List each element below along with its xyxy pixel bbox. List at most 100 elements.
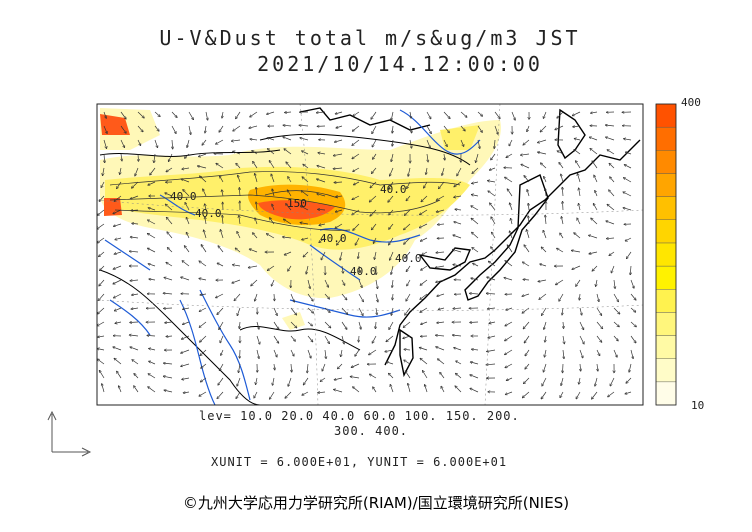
wind-arrow [560,391,564,398]
colorbar-cell [655,358,677,383]
wind-arrow [285,391,292,398]
wind-arrow [425,385,428,393]
levels-line-1: lev= 10.0 20.0 40.0 60.0 100. 150. 200. [199,409,520,423]
wind-arrow [409,139,412,148]
wind-arrow [166,217,173,225]
contour-label: 40.0 [320,232,347,245]
wind-arrow [454,181,462,187]
copyright-credit: ©九州大学応用力学研究所(RIAM)/国立環境研究所(NIES) [182,494,570,512]
wind-arrow [249,125,258,128]
wind-arrow [117,181,122,189]
rivers [104,109,481,405]
wind-arrow [524,245,530,253]
wind-arrow [182,378,190,380]
colorbar-cell [655,196,677,220]
wind-arrow [186,217,190,225]
wind-arrow [97,237,105,243]
wind-arrow [135,167,139,176]
colorbar-cell [655,126,677,151]
wind-arrow [163,308,173,309]
wind-arrow [150,167,156,175]
wind-arrow [182,168,190,169]
wind-arrow [579,377,580,384]
wind-arrow [436,347,445,351]
wind-arrow [613,321,619,327]
wind-arrow [406,265,411,272]
wind-arrow [523,279,530,280]
wind-arrow [392,125,393,133]
wind-arrow [472,232,479,239]
map-frame [96,103,644,406]
wind-arrow [273,335,279,343]
wind-arrow [372,125,377,134]
wind-arrow [103,139,107,149]
wind-arrow [443,125,449,133]
wind-arrow [358,251,359,259]
wind-arrow [509,139,513,146]
wind-arrow [435,265,445,268]
wind-arrow [421,321,428,324]
wind-arrow [132,223,139,224]
wind-arrow [596,279,597,287]
colorbar-cell [655,335,677,359]
wind-arrow [239,216,240,225]
wind-arrow [470,388,479,393]
wind-arrow [113,223,122,226]
wind-arrow [388,373,394,379]
wind-arrow [233,125,241,131]
wind-arrow [424,181,428,188]
wind-arrow [523,377,530,384]
wind-arrow [524,176,530,183]
wind-arrow [148,264,156,267]
wind-arrow [284,251,292,255]
wind-arrow [129,251,139,252]
wind-arrow [392,293,393,300]
wind-arrow [606,238,615,239]
colorbar-cell [655,312,677,336]
wind-arrow [527,190,530,197]
wind-arrow [420,307,428,312]
wind-arrow [578,203,581,211]
wind-arrow [201,363,207,368]
wind-arrow [239,188,240,197]
wind-arrow [99,195,105,202]
levels-line-2: 300. 400. [334,424,409,438]
wind-arrow [283,125,292,126]
colorbar-cell [655,242,677,267]
wind-arrow [358,321,361,329]
wind-arrow [613,335,618,341]
wind-arrow [337,363,343,369]
wind-arrow [625,391,632,394]
wind-arrow [487,277,496,281]
wind-arrow [130,322,139,323]
wind-arrow [540,264,547,267]
wind-arrow [419,348,428,351]
wind-arrow [307,335,313,342]
wind-arrow [98,336,105,337]
wind-arrow [114,358,122,365]
wind-arrow [300,138,309,141]
wind-arrow [97,321,105,326]
wind-arrow [595,377,598,386]
wind-arrow [543,111,547,119]
wind-arrow [470,362,479,365]
wind-arrow [522,293,530,296]
wind-arrow [592,265,598,271]
wind-arrow [269,391,275,399]
wind-arrow [288,377,292,386]
wind-arrow [470,375,479,379]
wind-arrow [488,335,496,338]
wind-arrow [561,174,564,183]
wind-arrow [149,361,156,365]
wind-arrow [290,335,295,341]
wind-arrow [520,154,530,155]
wind-arrow [166,336,173,337]
wind-arrow [392,139,393,146]
wind-arrow [389,223,394,229]
wind-arrow [131,308,139,309]
wind-arrow [237,231,241,239]
wind-arrow [307,307,314,313]
wind-arrow [283,219,292,225]
wind-arrow [471,278,479,281]
